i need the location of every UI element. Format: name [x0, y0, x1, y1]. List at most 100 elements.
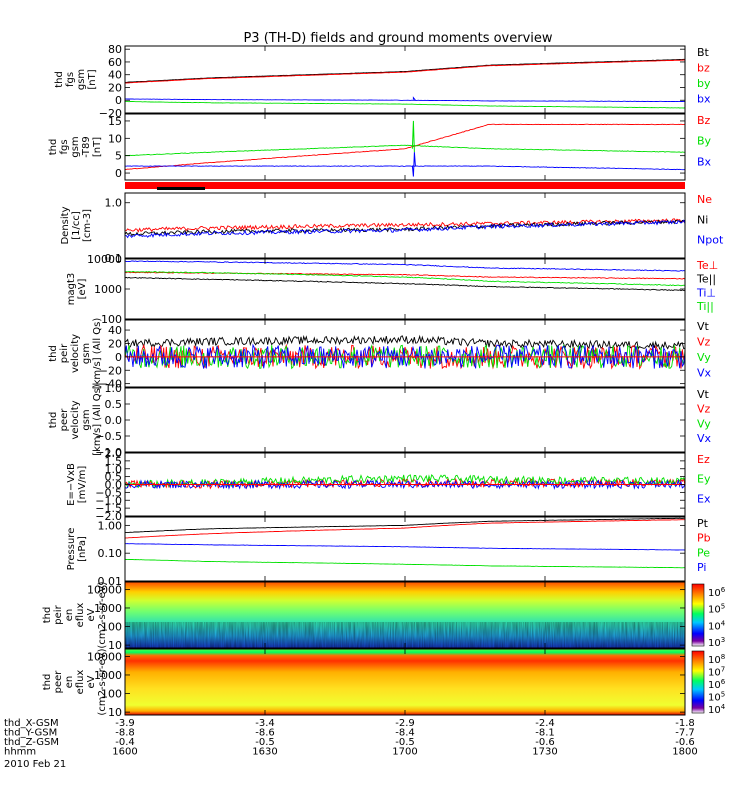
y-axis-label-line: thd	[48, 345, 59, 362]
series-line-bz	[124, 59, 685, 84]
legend-Bx: Bx	[697, 155, 712, 168]
series-line-Ey	[124, 473, 686, 489]
orbit-row-label: hhmm	[4, 747, 36, 758]
series-line-Pt	[124, 517, 686, 534]
legend-Vt: Vt	[697, 388, 710, 401]
y-axis-label-line: gsm	[76, 69, 87, 90]
legend-bz: bz	[697, 62, 710, 75]
y-tick-label: 100	[101, 313, 122, 326]
y-tick-label: 1000	[94, 602, 122, 615]
legend-Bt: Bt	[697, 46, 710, 59]
y-axis-label-line: en	[64, 676, 75, 689]
colorbar-gradient	[691, 650, 705, 714]
legend-Ez: Ez	[697, 453, 710, 466]
y-axis-label-line: fgs	[59, 139, 70, 154]
series-line-Vx	[124, 343, 686, 369]
y-axis-label-line: gsm	[81, 343, 92, 364]
y-axis-label: E=−VxB [mV/m]	[66, 463, 88, 506]
legend-Npot: Npot	[697, 234, 724, 247]
y-tick-label: 20	[108, 337, 122, 350]
legend-Ey: Ey	[697, 473, 711, 486]
orbit-row-value: -7.7	[675, 728, 695, 739]
colorbar-tick-label: 104	[708, 619, 726, 632]
legend-Bz: Bz	[697, 114, 711, 127]
y-tick-label: −20	[99, 364, 122, 377]
y-axis-label-line: [nT]	[87, 69, 98, 89]
colorbar-tick-label: 107	[708, 666, 725, 679]
y-tick-label: 10000	[87, 253, 122, 266]
y-axis-label: thd peer en eflux eV (cm2-s-sr-eV)	[42, 648, 108, 715]
panel-7: 2.01.51.00.50.0−0.5−1.0−1.5−2.0E=−VxB [mV…	[66, 447, 711, 523]
y-axis-label-line: [nPa]	[77, 536, 88, 562]
y-axis-label-line: [km/s] (All Qs)	[92, 384, 103, 456]
orbit-row-value: -3.4	[255, 718, 275, 729]
orbit-row-label: thd_Y-GSM	[4, 728, 57, 739]
colorbar: 106 105 104 103	[691, 583, 726, 649]
panel-3: 1.0 0.1 Density [1/cc] [cm-3] Ne Ni Npot	[60, 192, 724, 265]
y-tick-label: 0	[115, 94, 122, 107]
status-bar-black	[157, 187, 205, 190]
legend-Ti⊥: Ti⊥	[696, 286, 716, 299]
y-axis-label-line: thd	[48, 412, 59, 429]
spectrogram-fill	[125, 649, 685, 715]
series-line-Pi	[125, 543, 686, 551]
legend-Ne: Ne	[697, 193, 712, 206]
orbit-row-value: -0.6	[675, 737, 695, 748]
y-axis-label-line: eV	[86, 608, 97, 621]
y-tick-label: 80	[108, 43, 122, 56]
series-line-Ti||	[124, 270, 686, 287]
y-tick-label: 1.0	[105, 382, 123, 395]
y-axis-label-line: gsm	[81, 409, 92, 430]
y-axis-label-line: magt3	[66, 273, 77, 306]
y-axis-label-line: [nT]	[92, 137, 103, 157]
y-tick-label: −1.5	[95, 502, 122, 515]
series-line-Vt	[124, 334, 686, 350]
colorbar-tick-label: 106	[708, 586, 726, 599]
legend-Vy: Vy	[697, 417, 711, 430]
y-tick-label: 5	[115, 150, 122, 163]
date-label: 2010 Feb 21	[4, 759, 66, 770]
colorbar-tick-label: 105	[708, 691, 725, 704]
y-tick-label: 1.0	[105, 463, 123, 476]
y-axis-label-line: [km/s] (All Qs)	[92, 318, 103, 390]
y-axis-label-line: [eV]	[77, 279, 88, 300]
y-tick-label: 10000	[87, 650, 122, 663]
orbit-row-value: -0.6	[535, 737, 555, 748]
y-axis-label-line: eflux	[75, 603, 86, 628]
y-axis-label: thd fgs gsm [nT]	[54, 69, 98, 90]
series-line-Pb	[124, 519, 685, 539]
series-line-Npot	[124, 219, 686, 239]
y-tick-label: 15	[108, 115, 122, 128]
y-axis-label-line: eV	[86, 675, 97, 688]
y-tick-label: 1.00	[98, 519, 123, 532]
y-axis-label: Pressure [nPa]	[66, 528, 88, 571]
y-axis-label-line: Pressure	[66, 528, 77, 571]
orbit-row-value: -2.4	[535, 718, 555, 729]
y-tick-label: 10	[108, 639, 122, 652]
y-tick-label: −0.5	[95, 430, 122, 443]
y-tick-label: 10000	[87, 583, 122, 596]
series-line-bx	[125, 98, 686, 103]
legend-Vz: Vz	[697, 336, 711, 349]
orbit-row-value: 1630	[252, 747, 277, 758]
orbit-row-label: thd_X-GSM	[4, 718, 59, 729]
y-axis-label: thd peir velocity gsm [km/s] (All Qs)	[48, 318, 103, 390]
legend-bx: bx	[697, 93, 711, 106]
y-axis-label-line: Density	[60, 206, 71, 244]
orbit-row-value: 1800	[672, 747, 697, 758]
y-axis-label: thd peir en eflux eV (cm2-s-sr-eV)	[42, 581, 108, 648]
y-axis-label-line: thd	[48, 139, 59, 156]
y-tick-label: −0.5	[95, 486, 122, 499]
y-tick-label: 20	[108, 81, 122, 94]
series-line-Bt	[124, 58, 685, 83]
status-bar	[125, 182, 685, 190]
y-tick-label: 10	[108, 706, 122, 719]
legend-Te⊥: Te⊥	[696, 259, 718, 272]
y-axis-label: thd fgs gsm -T89 [nT]	[48, 136, 103, 158]
